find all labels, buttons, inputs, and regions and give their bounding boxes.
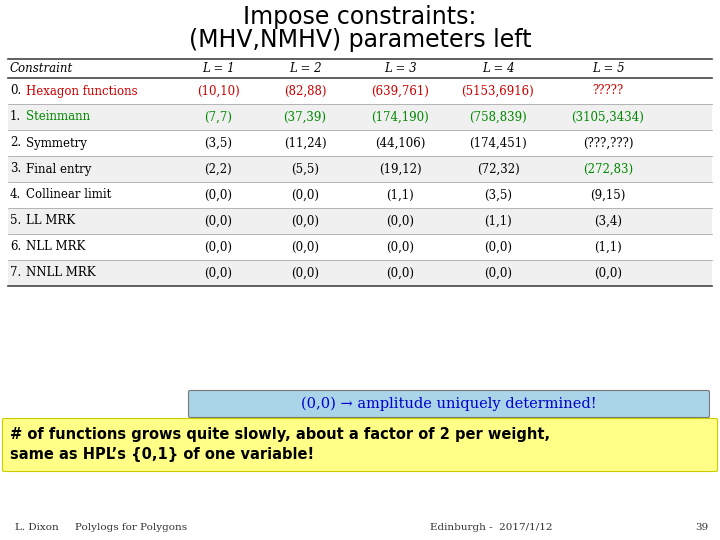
Text: Impose constraints:: Impose constraints: <box>243 5 477 29</box>
Text: (0,0): (0,0) <box>204 267 232 280</box>
Text: (0,0): (0,0) <box>484 240 512 253</box>
Text: (758,839): (758,839) <box>469 111 527 124</box>
Text: (174,190): (174,190) <box>371 111 429 124</box>
Text: same as HPL’s {0,1} of one variable!: same as HPL’s {0,1} of one variable! <box>10 448 314 462</box>
Text: 5.: 5. <box>10 214 22 227</box>
Text: (72,32): (72,32) <box>477 163 519 176</box>
Text: (0,0) → amplitude uniquely determined!: (0,0) → amplitude uniquely determined! <box>301 397 597 411</box>
Bar <box>8 104 712 130</box>
Text: (19,12): (19,12) <box>379 163 421 176</box>
Text: Final entry: Final entry <box>26 163 91 176</box>
Text: (0,0): (0,0) <box>386 267 414 280</box>
Text: L = 1: L = 1 <box>202 63 234 76</box>
Text: (1,1): (1,1) <box>594 240 622 253</box>
Text: (1,1): (1,1) <box>484 214 512 227</box>
Text: (???,???): (???,???) <box>582 137 634 150</box>
Text: 6.: 6. <box>10 240 22 253</box>
Text: NLL MRK: NLL MRK <box>26 240 86 253</box>
Text: 39: 39 <box>695 523 708 531</box>
Text: Constraint: Constraint <box>10 63 73 76</box>
Text: (639,761): (639,761) <box>371 84 429 98</box>
Text: L. Dixon     Polylogs for Polygons: L. Dixon Polylogs for Polygons <box>15 523 187 531</box>
Text: LL MRK: LL MRK <box>26 214 75 227</box>
Text: L = 4: L = 4 <box>482 63 514 76</box>
Text: (MHV,NMHV) parameters left: (MHV,NMHV) parameters left <box>189 28 531 52</box>
Text: (1,1): (1,1) <box>386 188 414 201</box>
Text: 2.: 2. <box>10 137 21 150</box>
FancyBboxPatch shape <box>189 390 709 417</box>
Text: L = 3: L = 3 <box>384 63 416 76</box>
Text: 4.: 4. <box>10 188 22 201</box>
Text: L = 5: L = 5 <box>592 63 624 76</box>
Text: (0,0): (0,0) <box>204 214 232 227</box>
Text: (0,0): (0,0) <box>291 267 319 280</box>
Text: (0,0): (0,0) <box>484 267 512 280</box>
Text: (0,0): (0,0) <box>291 214 319 227</box>
Text: (0,0): (0,0) <box>291 240 319 253</box>
Text: (82,88): (82,88) <box>284 84 326 98</box>
Text: 0.: 0. <box>10 84 22 98</box>
Text: # of functions grows quite slowly, about a factor of 2 per weight,: # of functions grows quite slowly, about… <box>10 428 550 442</box>
Text: (0,0): (0,0) <box>291 188 319 201</box>
Text: (174,451): (174,451) <box>469 137 527 150</box>
Text: (0,0): (0,0) <box>204 240 232 253</box>
Text: ?????: ????? <box>593 84 624 98</box>
Text: Steinmann: Steinmann <box>26 111 90 124</box>
Text: (0,0): (0,0) <box>594 267 622 280</box>
Text: (10,10): (10,10) <box>197 84 239 98</box>
Bar <box>8 208 712 234</box>
Text: (0,0): (0,0) <box>204 188 232 201</box>
Text: Edinburgh -  2017/1/12: Edinburgh - 2017/1/12 <box>430 523 552 531</box>
Text: 3.: 3. <box>10 163 22 176</box>
Text: (3,5): (3,5) <box>484 188 512 201</box>
Text: (3,5): (3,5) <box>204 137 232 150</box>
Text: 7.: 7. <box>10 267 22 280</box>
Text: Symmetry: Symmetry <box>26 137 87 150</box>
Text: (11,24): (11,24) <box>284 137 326 150</box>
FancyBboxPatch shape <box>2 418 718 471</box>
Text: (0,0): (0,0) <box>386 240 414 253</box>
Text: (9,15): (9,15) <box>590 188 626 201</box>
Text: (3105,3434): (3105,3434) <box>572 111 644 124</box>
Text: (5153,6916): (5153,6916) <box>462 84 534 98</box>
Bar <box>8 260 712 286</box>
Text: 1.: 1. <box>10 111 21 124</box>
Text: (0,0): (0,0) <box>386 214 414 227</box>
Text: (272,83): (272,83) <box>583 163 633 176</box>
Text: NNLL MRK: NNLL MRK <box>26 267 96 280</box>
Text: L = 2: L = 2 <box>289 63 321 76</box>
Text: (3,4): (3,4) <box>594 214 622 227</box>
Bar <box>8 156 712 182</box>
Text: (5,5): (5,5) <box>291 163 319 176</box>
Text: (37,39): (37,39) <box>284 111 326 124</box>
Text: (2,2): (2,2) <box>204 163 232 176</box>
Text: Collinear limit: Collinear limit <box>26 188 112 201</box>
Text: Hexagon functions: Hexagon functions <box>26 84 138 98</box>
Text: (44,106): (44,106) <box>375 137 426 150</box>
Text: (7,7): (7,7) <box>204 111 232 124</box>
